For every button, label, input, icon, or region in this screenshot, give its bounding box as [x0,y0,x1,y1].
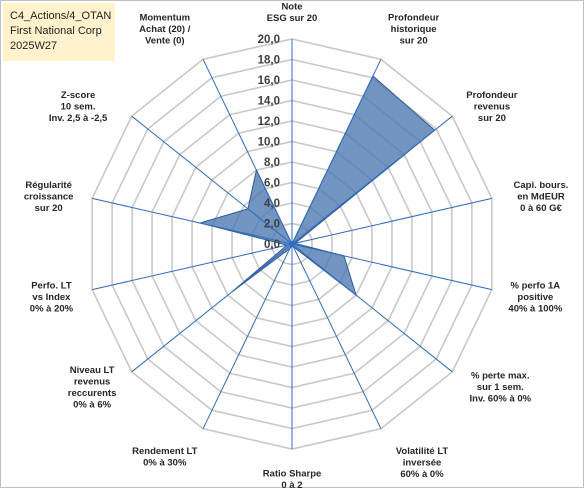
tick-label: 10,0 [258,137,280,149]
tick-label: 6,0 [264,178,280,190]
tick-label: 20,0 [258,34,280,46]
tick-label: 8,0 [264,157,280,169]
series-area [200,76,435,295]
tick-label: 2,0 [264,219,280,231]
tick-label: 4,0 [264,198,280,210]
category-label: % perte max.sur 1 sem.Inv. 60% à 0% [470,371,532,405]
tick-label: 14,0 [258,96,280,108]
tick-label: 18,0 [258,55,280,67]
tick-label: 0,0 [264,239,280,251]
tick-label: 16,0 [258,75,280,87]
tick-label: 12,0 [258,116,280,128]
